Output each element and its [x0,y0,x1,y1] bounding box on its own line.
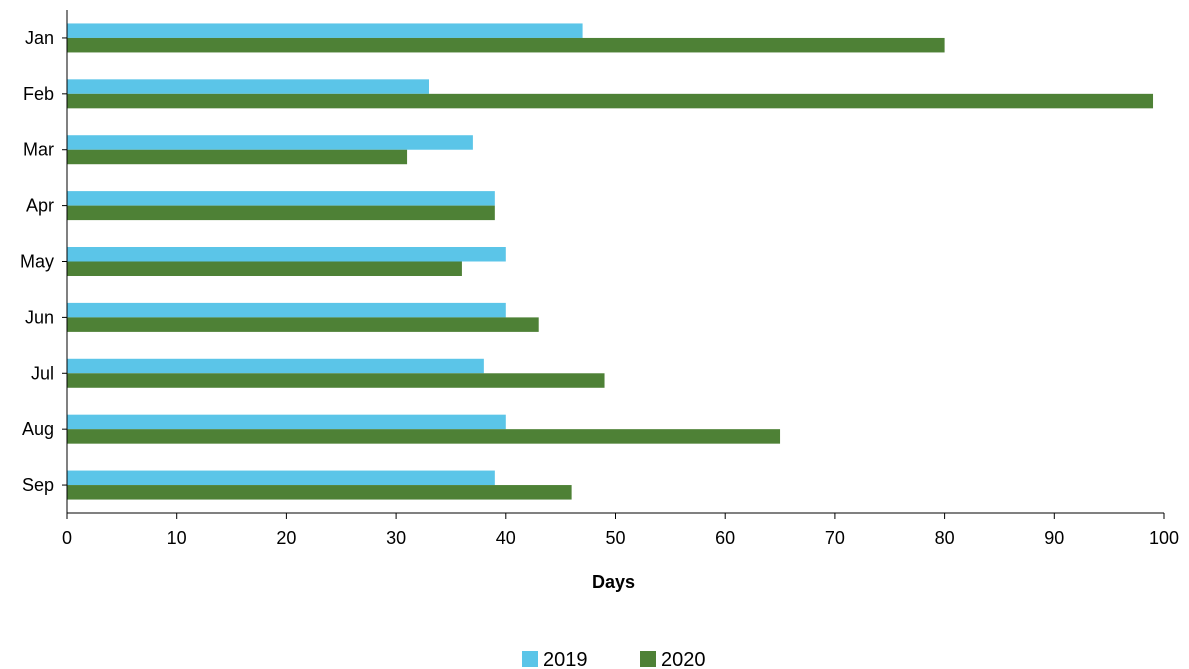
bar-may-2019 [67,247,506,262]
y-tick-label-jul: Jul [31,363,54,383]
x-tick-label-90: 90 [1044,528,1064,548]
x-tick-label-20: 20 [276,528,296,548]
bar-jul-2020 [67,373,605,388]
bar-aug-2020 [67,429,781,444]
bar-sep-2020 [67,485,572,500]
x-axis-ticks: 0 10 20 30 40 50 60 70 80 90 100 [62,513,1179,548]
bar-mar-2019 [67,135,473,150]
bar-jan-2019 [67,23,583,38]
y-tick-label-aug: Aug [22,419,54,439]
legend-swatch-2019 [522,651,538,667]
bar-feb-2019 [67,79,430,94]
x-tick-label-30: 30 [386,528,406,548]
bar-mar-2020 [67,149,408,165]
y-tick-label-sep: Sep [22,475,54,495]
y-axis-ticks: Jan Feb Mar Apr May Jun Jul Aug Sep [20,28,67,495]
y-tick-label-jan: Jan [25,28,54,48]
x-tick-label-40: 40 [496,528,516,548]
x-tick-label-80: 80 [935,528,955,548]
bar-apr-2020 [67,205,495,221]
x-tick-label-70: 70 [825,528,845,548]
x-tick-label-50: 50 [605,528,625,548]
y-tick-label-feb: Feb [23,84,54,104]
bar-jul-2019 [67,358,484,374]
bar-sep-2019 [67,470,495,486]
bars-layer [67,23,1154,500]
y-tick-label-apr: Apr [26,196,54,216]
y-tick-label-jun: Jun [25,307,54,327]
y-tick-label-may: May [20,252,54,272]
bar-aug-2019 [67,414,506,430]
legend-label-2020: 2020 [661,649,706,669]
x-tick-label-100: 100 [1149,528,1179,548]
bar-apr-2019 [67,191,495,206]
x-tick-label-0: 0 [62,528,72,548]
legend: 2019 2020 [522,649,706,669]
legend-swatch-2020 [640,651,656,667]
legend-label-2019: 2019 [543,649,588,669]
x-tick-label-60: 60 [715,528,735,548]
bar-jun-2020 [67,317,539,332]
x-tick-label-10: 10 [167,528,187,548]
bar-jan-2020 [67,37,945,53]
x-axis-title: Days [592,572,635,592]
bar-may-2020 [67,261,462,276]
bar-jun-2019 [67,302,506,318]
bar-feb-2020 [67,93,1154,109]
y-tick-label-mar: Mar [23,140,54,160]
